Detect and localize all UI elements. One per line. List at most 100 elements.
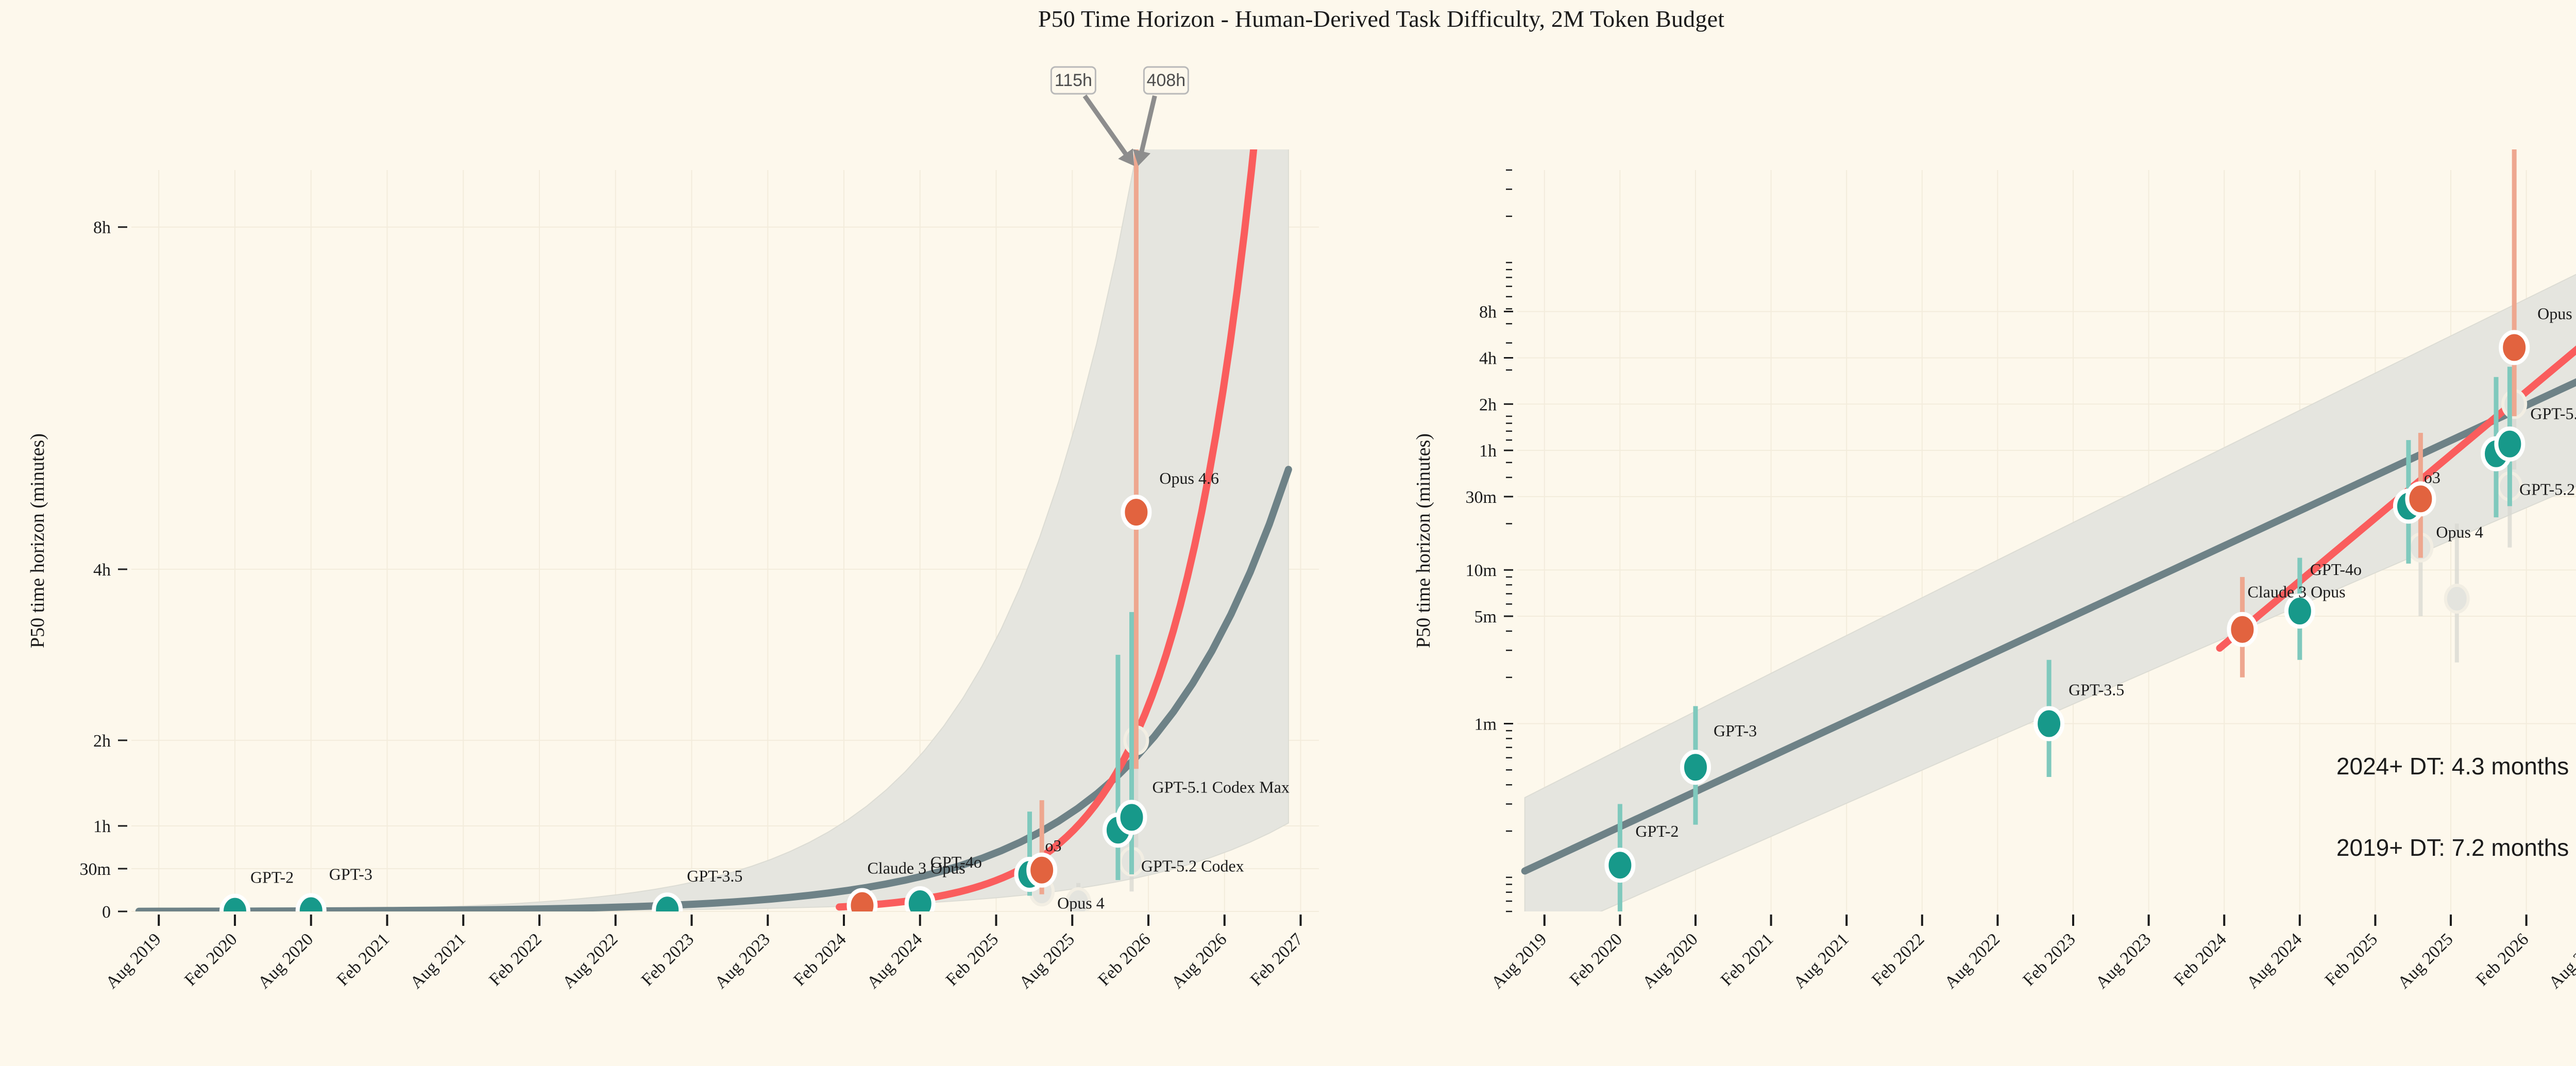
- trend-line-red: [2216, 345, 2576, 652]
- data-point-gpt-4o: [904, 886, 936, 911]
- trend-line-gray: [1521, 378, 2576, 875]
- x-tick-label: Feb 2020: [181, 929, 241, 989]
- y-tick-label: 2h: [1479, 395, 1497, 414]
- callout-label-1: 408h: [1147, 71, 1186, 90]
- linear-panel: 0 30m 1h 2h 4h 8h Aug 2019 Feb 2020 Aug 2020 Feb …: [27, 66, 1319, 992]
- model-label-opus-4: Opus 4: [2436, 522, 2483, 541]
- x-tick-label: Feb 2026: [2472, 929, 2532, 989]
- x-tick-label: Aug 2021: [406, 929, 469, 992]
- y-tick-label: 30m: [80, 860, 111, 879]
- y-tick-label: 2h: [93, 732, 111, 751]
- log-panel: 1m 5m 10m 30m 1h 2h 4h 8h Aug 2019 Feb 2020 Aug 20…: [1381, 0, 2576, 1066]
- linear-panel-svg: 0 30m 1h 2h 4h 8h Aug 2019 Feb 2020 Aug 2020 Feb …: [27, 66, 1319, 992]
- model-label-gpt-2: GPT-2: [250, 868, 294, 887]
- x-tick-label: Feb 2021: [333, 929, 393, 989]
- model-label-opus-4-6: Opus 4.6: [2537, 304, 2576, 323]
- x-tick-label: Feb 2025: [942, 929, 1002, 989]
- x-tick-label: Aug 2021: [1790, 929, 1853, 992]
- data-point-claude-3-opus: [846, 888, 878, 911]
- callout-arrow-head-0: [1118, 148, 1134, 166]
- x-tick-label: Feb 2020: [1566, 929, 1626, 989]
- data-point-gpt-2: [1604, 848, 1636, 883]
- x-tick-label: Aug 2024: [2243, 929, 2306, 992]
- x-tick-label: Aug 2026: [1168, 929, 1231, 992]
- data-point-gpt-4o: [2284, 594, 2315, 629]
- x-tick-label: Aug 2019: [1488, 929, 1551, 992]
- x-tick-label: Feb 2025: [2321, 929, 2381, 989]
- model-label-opus-4-6: Opus 4.6: [1159, 469, 1219, 487]
- model-label-gpt-5-2-codex: GPT-5.2 Codex: [2519, 480, 2576, 499]
- x-tick-label: Aug 2020: [255, 929, 317, 992]
- data-point-gpt-3-5: [2033, 706, 2065, 741]
- model-label-claude-3-opus: Claude 3 Opus: [867, 859, 965, 877]
- model-label-gpt-4o: GPT-4o: [2310, 560, 2362, 579]
- data-point-gpt-3-5: [652, 892, 683, 911]
- fit-note-0: 2024+ DT: 4.3 months (R2=0.88): [2336, 752, 2576, 780]
- x-tick-label: Feb 2022: [485, 929, 545, 989]
- callout-arrow-line-0: [1082, 94, 1131, 161]
- x-tick-label: Aug 2022: [559, 929, 622, 992]
- model-label-gpt-5-2-codex: GPT-5.2 Codex: [1141, 856, 1244, 875]
- callout-arrow-head-1: [1132, 149, 1151, 166]
- x-tick-label: Aug 2020: [1639, 929, 1702, 992]
- model-label-gpt-3: GPT-3: [329, 865, 372, 884]
- x-tick-label: Feb 2024: [2171, 929, 2230, 989]
- y-tick-label: 1h: [1479, 442, 1497, 461]
- x-tick-label: Aug 2023: [711, 929, 774, 992]
- x-tick-label: Aug 2023: [2092, 929, 2155, 992]
- ghost-point: [1065, 887, 1092, 911]
- model-label-gpt-5-1-codex-max: GPT-5.1 Codex Max: [2530, 404, 2576, 423]
- y-tick-label: 1m: [1475, 715, 1497, 734]
- model-label-o3: o3: [2424, 468, 2441, 486]
- data-point-gpt-5-1-codex-max: [1116, 800, 1147, 835]
- y-tick-label: 0: [102, 903, 111, 922]
- y-axis-title: P50 time horizon (minutes): [1413, 433, 1434, 648]
- model-label-o3: o3: [1045, 836, 1062, 855]
- page-title: P50 Time Horizon - Human-Derived Task Di…: [1038, 6, 1725, 32]
- data-point-opus-4-6: [1121, 495, 1152, 530]
- data-point-gpt-3: [1680, 750, 1711, 785]
- x-tick-label: Feb 2022: [1868, 929, 1928, 989]
- x-tick-label: Feb 2027: [1247, 929, 1307, 989]
- x-tick-label: Aug 2019: [102, 929, 165, 992]
- model-label-gpt-5-1-codex-max: GPT-5.1 Codex Max: [1153, 777, 1290, 796]
- x-tick-label: Feb 2026: [1094, 929, 1154, 989]
- data-point-gpt-3: [295, 893, 327, 911]
- callout-arrow-line-1: [1138, 95, 1157, 159]
- x-tick-label: Feb 2024: [790, 929, 850, 989]
- data-point-opus-4: [1026, 852, 1058, 888]
- fit-note-1: 2019+ DT: 7.2 months (R2=0.95): [2336, 834, 2576, 861]
- trend-line-gray: [135, 466, 1292, 911]
- model-label-gpt-4o: GPT-4o: [930, 853, 982, 871]
- y-tick-label: 10m: [1466, 561, 1497, 580]
- y-tick-label: 1h: [93, 817, 111, 836]
- model-label-claude-3-opus: Claude 3 Opus: [2247, 583, 2345, 601]
- callout-label-0: 115h: [1055, 71, 1092, 90]
- y-tick-label: 4h: [93, 561, 111, 580]
- x-tick-label: Feb 2021: [1717, 929, 1777, 989]
- data-point-claude-3-opus: [2227, 612, 2258, 647]
- y-tick-label: 4h: [1479, 349, 1497, 368]
- data-point-opus-4-6: [2499, 330, 2530, 365]
- data-point-opus-4: [2405, 481, 2436, 517]
- model-label-opus-4: Opus 4: [1057, 894, 1105, 912]
- x-tick-label: Feb 2023: [638, 929, 698, 989]
- x-tick-label: Aug 2025: [2394, 929, 2457, 992]
- y-tick-label: 8h: [1479, 303, 1497, 322]
- callout-box-0: [1050, 66, 1096, 95]
- y-tick-label: 5m: [1475, 607, 1497, 627]
- model-label-gpt-2: GPT-2: [1635, 822, 1679, 840]
- y-axis-title: P50 time horizon (minutes): [27, 433, 48, 648]
- x-tick-label: Feb 2023: [2019, 929, 2079, 989]
- x-tick-label: Aug 2022: [1941, 929, 2004, 992]
- model-label-gpt-3-5: GPT-3.5: [687, 867, 742, 885]
- y-tick-label: 30m: [1466, 488, 1497, 507]
- x-tick-label: Aug 2024: [863, 929, 926, 992]
- data-point-gpt-5-1-codex-max: [2494, 426, 2526, 462]
- callout-box-1: [1143, 66, 1189, 95]
- model-label-gpt-3-5: GPT-3.5: [2069, 681, 2124, 699]
